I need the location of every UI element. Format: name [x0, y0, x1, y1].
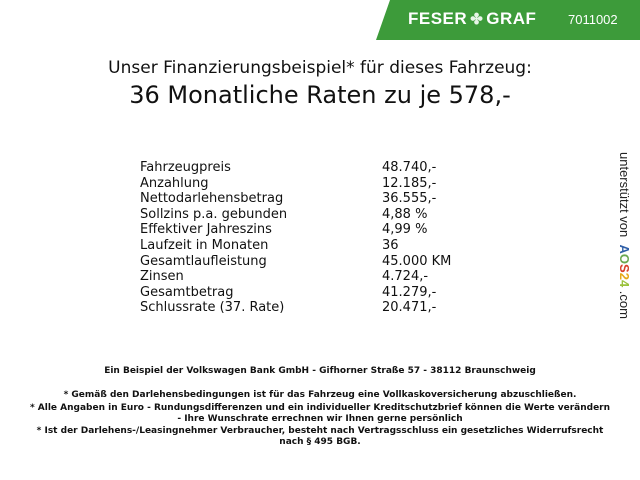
row-value: 4.724,-: [382, 269, 429, 285]
footnote-1: * Gemäß den Darlehensbedingungen ist für…: [63, 390, 577, 400]
title-line-2: 36 Monatliche Raten zu je 578,-: [129, 81, 511, 109]
row-value: 36.555,-: [382, 191, 437, 207]
supported-by: unterstützt von AOS24 .com: [617, 152, 632, 319]
row-label: Anzahlung: [140, 175, 209, 191]
footnote-2a: * Alle Angaben in Euro - Rundungsdiffere…: [29, 403, 611, 413]
finance-table: Fahrzeugpreis 48.740,- Anzahlung 12.185,- Ne…: [140, 160, 540, 316]
bank-info: Ein Beispiel der Volkswagen Bank GmbH - …: [104, 366, 536, 376]
table-row: Nettodarlehensbetrag 36.555,-: [140, 191, 540, 207]
row-value: 45.000 KM: [382, 253, 452, 269]
row-label: Schlussrate (37. Rate): [140, 300, 285, 316]
feser-graf-logo: FESER ✤ GRAF: [408, 9, 536, 29]
table-row: Zinsen 4.724,-: [140, 269, 540, 285]
row-label: Effektiver Jahreszins: [140, 222, 272, 238]
row-value: 4,99 %: [382, 222, 428, 238]
row-value: 41.279,-: [382, 284, 437, 300]
footnote-3b: nach § 495 BGB.: [279, 437, 361, 447]
aos-logo-s: S: [617, 264, 632, 273]
logo-text-2: GRAF: [486, 9, 537, 28]
row-label: Laufzeit in Monaten: [140, 237, 269, 253]
clover-icon: ✤: [470, 11, 484, 28]
table-row: Schlussrate (37. Rate) 20.471,-: [140, 300, 540, 316]
vehicle-code: 7011002: [568, 12, 618, 27]
title-line-1: Unser Finanzierungsbeispiel* für dieses …: [108, 58, 532, 78]
aos-logo-4: 4: [617, 279, 632, 288]
table-row: Fahrzeugpreis 48.740,-: [140, 160, 540, 176]
aos-logo-com: .com: [617, 290, 632, 319]
aos-logo-a: A: [617, 244, 632, 254]
row-label: Zinsen: [140, 269, 184, 285]
row-value: 36: [382, 237, 399, 253]
row-label: Sollzins p.a. gebunden: [140, 206, 288, 222]
row-label: Nettodarlehensbetrag: [140, 191, 284, 207]
header-banner: [376, 0, 640, 40]
logo-text: FESER: [408, 9, 468, 28]
footnote-2b: - Ihre Wunschrate errechnen wir Ihnen ge…: [177, 414, 463, 424]
supported-by-text: unterstützt von: [617, 152, 632, 238]
row-label: Gesamtlaufleistung: [140, 253, 267, 269]
row-value: 48.740,-: [382, 160, 437, 175]
table-row: Sollzins p.a. gebunden 4,88 %: [140, 207, 540, 223]
table-row: Anzahlung 12.185,-: [140, 176, 540, 192]
aos-logo-2: 2: [617, 272, 632, 280]
table-row: Gesamtbetrag 41.279,-: [140, 285, 540, 301]
row-value: 20.471,-: [382, 300, 437, 316]
row-value: 4,88 %: [382, 206, 428, 222]
aos-logo-o: O: [617, 253, 632, 265]
row-label: Fahrzeugpreis: [140, 160, 231, 175]
table-row: Gesamtlaufleistung 45.000 KM: [140, 254, 540, 270]
table-row: Effektiver Jahreszins 4,99 %: [140, 222, 540, 238]
row-label: Gesamtbetrag: [140, 284, 234, 300]
row-value: 12.185,-: [382, 175, 437, 191]
table-row: Laufzeit in Monaten 36: [140, 238, 540, 254]
footnote-3a: * Ist der Darlehens-/Leasingnehmer Verbr…: [36, 426, 604, 436]
